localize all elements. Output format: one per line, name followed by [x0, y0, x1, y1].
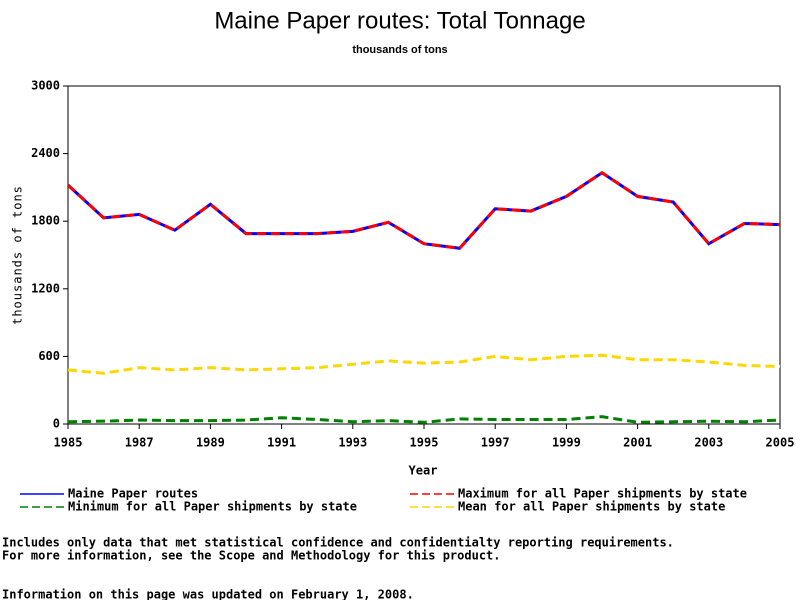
legend-label: Maine Paper routes [68, 487, 198, 501]
y-tick-label: 600 [38, 349, 60, 363]
y-tick-label: 1200 [31, 281, 60, 295]
x-axis-label: Year [409, 464, 438, 478]
chart-title: Maine Paper routes: Total Tonnage [214, 7, 585, 34]
x-tick-label: 1985 [54, 436, 83, 450]
footnote: Information on this page was updated on … [2, 588, 414, 601]
series-line [66, 170, 781, 250]
x-tick-label: 2001 [623, 436, 652, 450]
x-tick-label: 1991 [267, 436, 296, 450]
x-tick-label: 1987 [125, 436, 154, 450]
series-line [67, 415, 781, 424]
legend-label: Minimum for all Paper shipments by state [68, 500, 357, 514]
footnote: Includes only data that met statistical … [2, 536, 674, 550]
series-line [66, 170, 781, 250]
y-tick-label: 1800 [31, 214, 60, 228]
x-tick-label: 1989 [196, 436, 225, 450]
series-line [67, 353, 781, 375]
y-tick-label: 3000 [31, 79, 60, 93]
legend-label: Maximum for all Paper shipments by state [458, 487, 747, 501]
x-tick-label: 1997 [481, 436, 510, 450]
plot-frame [67, 85, 781, 425]
x-tick-label: 2003 [694, 436, 723, 450]
legend-label: Mean for all Paper shipments by state [458, 500, 725, 514]
x-tick-label: 1995 [410, 436, 439, 450]
chart-subtitle: thousands of tons [352, 44, 447, 56]
y-tick-label: 0 [53, 417, 60, 431]
footnote: For more information, see the Scope and … [2, 549, 501, 563]
x-tick-label: 1999 [552, 436, 581, 450]
y-axis-label: thousands of tons [11, 185, 25, 325]
x-tick-label: 1993 [338, 436, 367, 450]
x-tick-label: 2005 [766, 436, 795, 450]
y-tick-label: 2400 [31, 146, 60, 160]
